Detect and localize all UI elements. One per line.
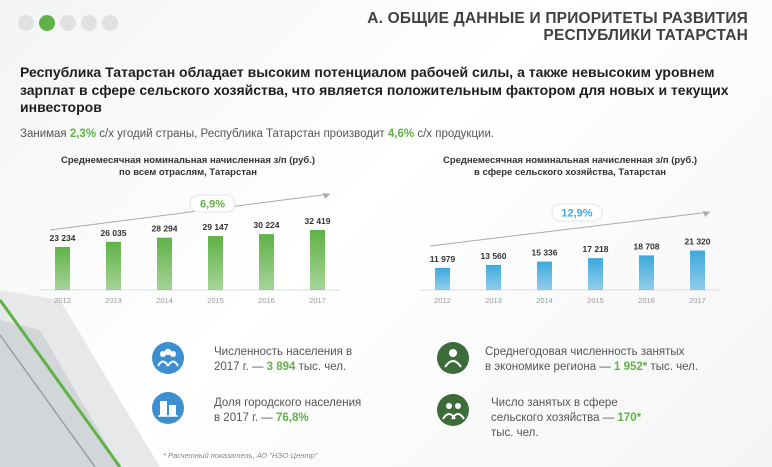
stat-population: Численность населения в 2017 г. — 3 894 …	[214, 345, 352, 375]
salary-chart-agriculture: 11 979 2012 13 560 2013 15 336 2014 17 218 2015…	[420, 203, 720, 305]
bar-value-label: 21 320	[685, 237, 711, 247]
bar	[55, 247, 70, 290]
summary-text: Занимая 2,3% с/х угодий страны, Республи…	[20, 128, 494, 140]
stat-label: в экономике региона —	[485, 361, 614, 373]
stat-value: 170*	[617, 412, 642, 424]
footnote: * Расчетный показатель, АО "НЭО Центр"	[163, 451, 318, 460]
bar	[537, 261, 552, 290]
x-tick-label: 2013	[105, 296, 122, 305]
stat-label: Доля городского населения	[214, 397, 362, 409]
bar	[435, 267, 450, 290]
stat-label: сельского хозяйства —	[491, 412, 618, 424]
bar	[639, 255, 654, 290]
bar-value-label: 23 234	[50, 233, 76, 243]
bar-value-label: 15 336	[532, 248, 558, 258]
chart-title-all-sectors: Среднемесячная номинальная начисленная з…	[38, 155, 338, 179]
stat-unit: тыс. чел.	[491, 427, 539, 439]
bar-value-label: 18 708	[634, 241, 660, 251]
x-tick-label: 2014	[536, 296, 553, 305]
page-dot[interactable]	[60, 15, 76, 31]
summary-part: Занимая	[20, 128, 70, 140]
growth-badge	[189, 194, 236, 213]
bar-value-label: 17 218	[583, 244, 609, 254]
page-dot[interactable]	[81, 15, 97, 31]
bar-value-label: 13 560	[481, 251, 507, 261]
page-dot[interactable]	[18, 15, 34, 31]
chart-title-line: по всем отраслям, Татарстан	[119, 167, 257, 178]
pagination-dots	[18, 15, 118, 31]
summary-part: с/х продукции.	[414, 128, 495, 140]
stat-unit: тыс. чел.	[647, 361, 699, 373]
stat-unit: тыс. чел.	[295, 361, 347, 373]
bar	[157, 237, 172, 290]
x-tick-label: 2015	[587, 296, 604, 305]
bar-value-label: 26 035	[101, 228, 127, 238]
bar	[588, 258, 603, 290]
salary-chart-all-sectors: 23 234 2012 26 035 2013 28 294 2014 29 147 2015…	[40, 193, 340, 305]
people-icon	[152, 342, 184, 374]
bar	[106, 241, 121, 290]
x-tick-label: 2014	[156, 296, 173, 305]
stat-urban-share: Доля городского населения в 2017 г. — 76…	[214, 396, 361, 426]
farmers-icon	[437, 394, 469, 426]
bar	[690, 250, 705, 290]
stat-employed: Среднегодовая численность занятых в экон…	[485, 345, 698, 375]
chart-title-line: Среднемесячная номинальная начисленная з…	[60, 155, 316, 166]
page-title-line1: А. ОБЩИЕ ДАННЫЕ И ПРИОРИТЕТЫ РАЗВИТИЯ	[367, 10, 748, 27]
growth-badge-label: 6,9%	[200, 199, 225, 211]
stat-label: в 2017 г. —	[214, 412, 276, 424]
stat-label: 2017 г. —	[214, 361, 267, 373]
page-title: А. ОБЩИЕ ДАННЫЕ И ПРИОРИТЕТЫ РАЗВИТИЯ РЕ…	[367, 10, 748, 44]
stat-label: Среднегодовая численность занятых	[485, 346, 685, 358]
buildings-icon	[152, 392, 184, 424]
chart-title-line: в сфере сельского хозяйства, Татарстан	[474, 167, 666, 178]
lead-text: Республика Татарстан обладает высоким по…	[20, 64, 729, 115]
x-tick-label: 2016	[258, 296, 275, 305]
bar	[310, 230, 325, 290]
page-title-line2: РЕСПУБЛИКИ ТАТАРСТАН	[543, 27, 748, 44]
page-dot-active[interactable]	[39, 15, 55, 31]
x-tick-label: 2017	[689, 296, 706, 305]
arrow-head	[703, 211, 710, 217]
bar-value-label: 30 224	[254, 220, 280, 230]
bar	[486, 264, 501, 290]
worker-icon	[437, 342, 469, 374]
arrow-head	[323, 193, 330, 199]
x-tick-label: 2012	[434, 296, 451, 305]
stat-value: 1 952*	[614, 361, 648, 373]
chart-title-agriculture: Среднемесячная номинальная начисленная з…	[420, 155, 720, 179]
stat-value: 3 894	[266, 361, 296, 373]
bar-value-label: 29 147	[203, 222, 229, 232]
x-tick-label: 2017	[309, 296, 326, 305]
stat-label: Число занятых в сфере	[491, 397, 618, 409]
growth-badge	[551, 203, 603, 222]
stat-value: 76,8%	[275, 412, 309, 424]
summary-value: 2,3%	[69, 128, 97, 140]
x-tick-label: 2015	[207, 296, 224, 305]
x-tick-label: 2012	[54, 296, 71, 305]
x-tick-label: 2013	[485, 296, 502, 305]
bar	[208, 236, 223, 290]
growth-arrow	[429, 211, 711, 247]
growth-arrow	[49, 193, 331, 231]
stat-label: Численность населения в	[214, 346, 353, 358]
summary-value: 4,6%	[387, 128, 415, 140]
x-tick-label: 2016	[638, 296, 655, 305]
stat-agri-employed: Число занятых в сфере сельского хозяйств…	[491, 396, 641, 441]
summary-part: с/х угодий страны, Республика Татарстан …	[96, 128, 388, 140]
growth-badge-label: 12,9%	[561, 208, 592, 220]
bar-value-label: 28 294	[152, 224, 178, 234]
chart-title-line: Среднемесячная номинальная начисленная з…	[442, 155, 698, 166]
bar-value-label: 11 979	[430, 254, 456, 264]
bar-value-label: 32 419	[305, 216, 331, 226]
bar	[259, 234, 274, 290]
page-dot[interactable]	[102, 15, 118, 31]
